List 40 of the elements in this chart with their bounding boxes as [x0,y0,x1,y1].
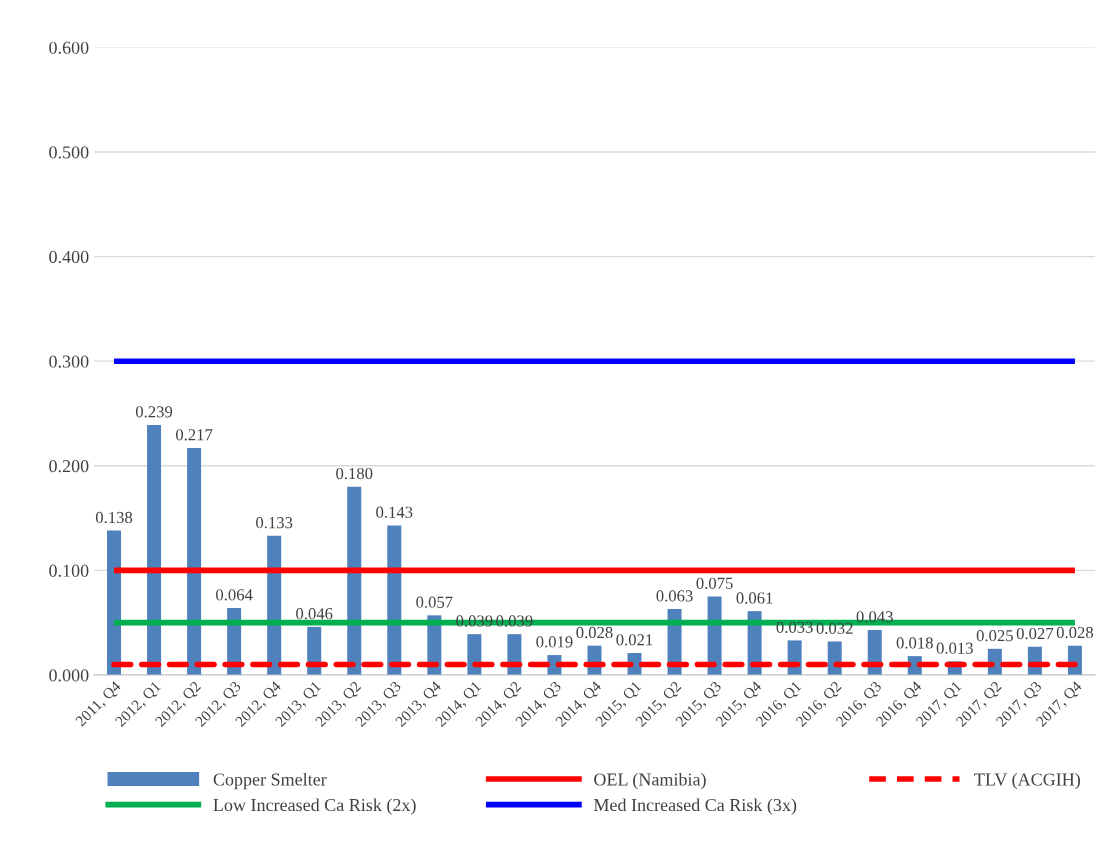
data-label: 0.057 [416,596,453,608]
data-label: 0.061 [736,592,773,604]
data-label: 0.075 [696,577,733,590]
bar [147,424,162,675]
data-label: 0.143 [376,506,413,518]
bar [107,530,122,675]
data-label: 0.217 [175,429,213,441]
data-label: 0.013 [936,642,973,654]
data-label: 0.239 [135,406,173,418]
y-tick-label: 0.300 [49,355,89,368]
data-label: 0.025 [976,630,1013,642]
legend-label: TLV (ACGIH) [974,772,1080,790]
bar [187,447,202,675]
bar [347,486,362,675]
bar [827,641,842,675]
data-label: 0.018 [896,637,933,649]
data-label: 0.027 [1016,627,1054,640]
y-tick-label: 0.200 [49,460,89,473]
legend-label: OEL (Namibia) [594,772,706,790]
data-label: 0.064 [216,589,253,601]
y-tick-label: 0.000 [49,669,89,682]
data-label: 0.028 [1056,626,1094,639]
bar [467,634,482,675]
legend-label: Med Increased Ca Risk (3x) [593,798,797,815]
data-label: 0.021 [616,634,653,646]
y-tick-label: 0.500 [49,146,89,159]
data-label: 0.043 [856,611,893,623]
y-tick-label: 0.100 [49,564,89,577]
data-label: 0.046 [296,608,333,620]
data-label: 0.138 [95,511,133,524]
data-label: 0.032 [816,622,853,634]
y-tick-label: 0.600 [49,41,89,54]
y-tick-label: 0.400 [49,250,89,264]
legend-label: Copper Smelter [213,772,327,790]
data-label: 0.133 [256,517,293,529]
legend-label: Low Increased Ca Risk (2x) [213,798,416,815]
data-label: 0.019 [536,636,573,648]
data-label: 0.180 [336,467,373,480]
data-label: 0.028 [576,626,613,639]
data-label: 0.063 [656,590,693,602]
